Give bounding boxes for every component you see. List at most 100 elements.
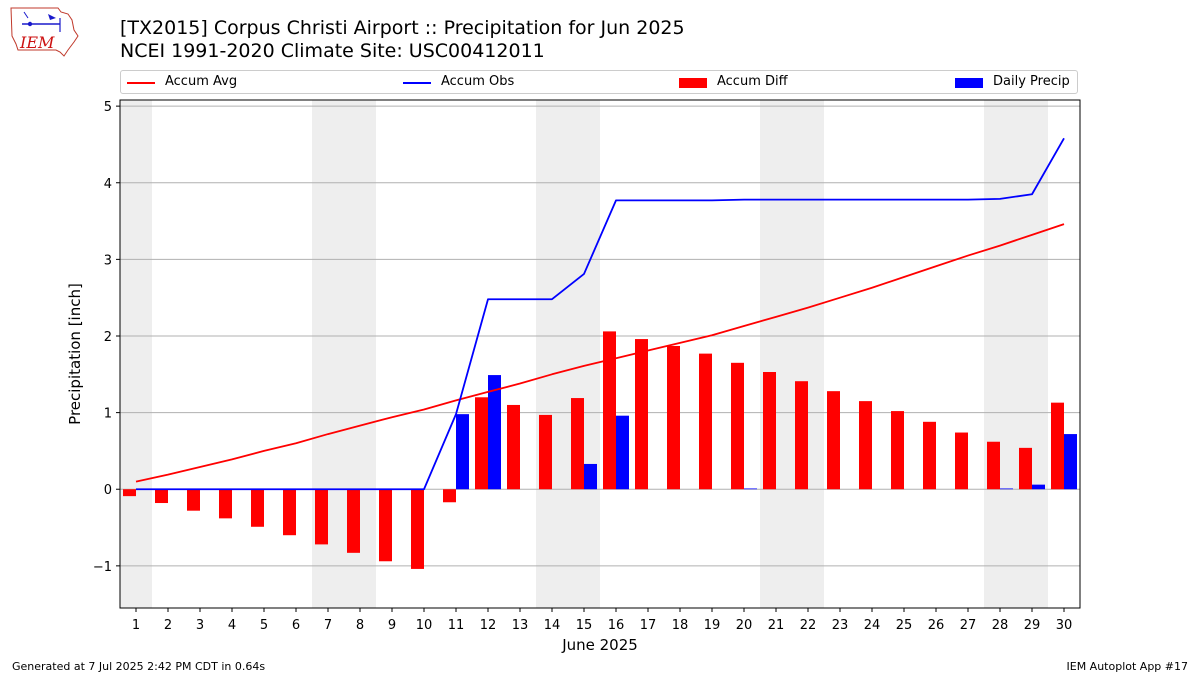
plot-frame	[119, 99, 1081, 609]
accum-diff-bar	[155, 489, 168, 504]
x-tick-label: 27	[960, 618, 977, 633]
accum-diff-bar	[827, 391, 840, 490]
x-tick-label: 22	[800, 618, 817, 633]
x-tick-label: 2	[164, 618, 172, 633]
accum-diff-bar	[795, 381, 808, 490]
x-tick-label: 8	[356, 618, 364, 633]
iem-logo: IEM	[10, 7, 79, 57]
weekend-shade	[120, 100, 152, 608]
x-tick-label: 20	[736, 618, 753, 633]
accum-avg-line	[135, 223, 1065, 483]
x-tick-label: 7	[324, 618, 332, 633]
accum-diff-bar	[731, 362, 744, 490]
accum-diff-bar	[347, 489, 360, 553]
accum-diff-bar	[667, 345, 680, 490]
daily-precip-bar	[456, 414, 469, 490]
x-tick-label: 6	[292, 618, 300, 633]
x-tick-label: 4	[228, 618, 236, 633]
accum-diff-bar	[603, 331, 616, 490]
legend-label-accum-diff: Accum Diff	[717, 74, 788, 89]
legend-swatch-daily-precip	[955, 78, 983, 88]
accum-diff-bar	[475, 397, 488, 490]
accum-diff-bar	[1019, 447, 1032, 490]
daily-precip-bar	[616, 415, 629, 490]
daily-precip-bar	[1064, 434, 1077, 490]
x-tick-label: 16	[608, 618, 625, 633]
y-tick-label: 5	[104, 100, 112, 115]
legend-swatch-accum-diff	[679, 78, 707, 88]
y-axis-label: Precipitation [inch]	[66, 283, 84, 425]
chart-legend: Accum Avg Accum Obs Accum Diff Daily Pre…	[120, 70, 1078, 94]
legend-label-accum-avg: Accum Avg	[165, 74, 238, 89]
accum-diff-bar	[571, 398, 584, 490]
weekend-shade	[984, 100, 1048, 608]
x-tick-label: 10	[416, 618, 433, 633]
accum-diff-bar	[635, 339, 648, 490]
daily-precip-bar	[584, 463, 597, 490]
y-tick-label: 1	[104, 407, 112, 422]
legend-swatch-accum-avg	[127, 82, 155, 84]
x-tick-label: 3	[196, 618, 204, 633]
daily-precip-bar	[1000, 488, 1013, 490]
accum-diff-bar	[315, 489, 328, 545]
x-tick-label: 29	[1024, 618, 1041, 633]
legend-label-daily-precip: Daily Precip	[993, 74, 1070, 89]
accum-diff-bar	[923, 421, 936, 490]
accum-diff-bar	[411, 489, 424, 569]
x-tick-label: 1	[132, 618, 140, 633]
x-tick-label: 17	[640, 618, 657, 633]
y-tick-label: 3	[104, 253, 112, 268]
x-tick-label: 19	[704, 618, 721, 633]
accum-diff-bar	[539, 414, 552, 490]
y-tick-label: 0	[104, 483, 112, 498]
y-tick-label: 2	[104, 330, 112, 345]
y-tick-label: −1	[93, 560, 112, 575]
x-tick-label: 18	[672, 618, 689, 633]
accum-diff-bar	[955, 432, 968, 490]
x-tick-label: 9	[388, 618, 396, 633]
generated-timestamp: Generated at 7 Jul 2025 2:42 PM CDT in 0…	[12, 660, 266, 673]
x-tick-label: 14	[544, 618, 561, 633]
chart-title: [TX2015] Corpus Christi Airport :: Preci…	[120, 17, 685, 39]
x-tick-label: 15	[576, 618, 593, 633]
x-tick-label: 13	[512, 618, 529, 633]
x-tick-label: 30	[1056, 618, 1073, 633]
x-tick-label: 26	[928, 618, 945, 633]
accum-diff-bar	[379, 489, 392, 562]
app-label: IEM Autoplot App #17	[1066, 660, 1189, 673]
legend-swatch-accum-obs	[403, 82, 431, 84]
x-tick-label: 5	[260, 618, 268, 633]
x-tick-label: 24	[864, 618, 881, 633]
chart-subtitle: NCEI 1991-2020 Climate Site: USC00412011	[120, 40, 545, 62]
accum-diff-bar	[251, 489, 264, 527]
accum-diff-bar	[891, 411, 904, 490]
accum-obs-line	[136, 137, 1065, 491]
x-tick-label: 21	[768, 618, 785, 633]
accum-diff-bar	[763, 372, 776, 490]
weekend-shade	[760, 100, 824, 608]
x-tick-label: 12	[480, 618, 497, 633]
x-axis-label: June 2025	[561, 636, 638, 654]
weekend-shade	[536, 100, 600, 608]
accum-diff-bar	[187, 489, 200, 511]
daily-precip-bar	[488, 375, 501, 490]
x-tick-label: 11	[448, 618, 465, 633]
accum-diff-bar	[1051, 402, 1064, 490]
accum-diff-bar	[507, 404, 520, 490]
accum-diff-bar	[699, 353, 712, 490]
x-tick-label: 28	[992, 618, 1009, 633]
accum-diff-bar	[219, 489, 232, 519]
x-tick-label: 25	[896, 618, 913, 633]
accum-diff-bar	[283, 489, 296, 536]
y-tick-label: 4	[104, 177, 112, 192]
accum-diff-bar	[443, 489, 456, 503]
x-tick-label: 23	[832, 618, 849, 633]
svg-text:IEM: IEM	[19, 33, 55, 52]
legend-label-accum-obs: Accum Obs	[441, 74, 515, 89]
daily-precip-bar	[744, 488, 757, 490]
accum-diff-bar	[859, 401, 872, 490]
accum-diff-bar	[987, 441, 1000, 490]
accum-diff-bar	[123, 489, 136, 497]
daily-precip-bar	[1032, 484, 1045, 490]
